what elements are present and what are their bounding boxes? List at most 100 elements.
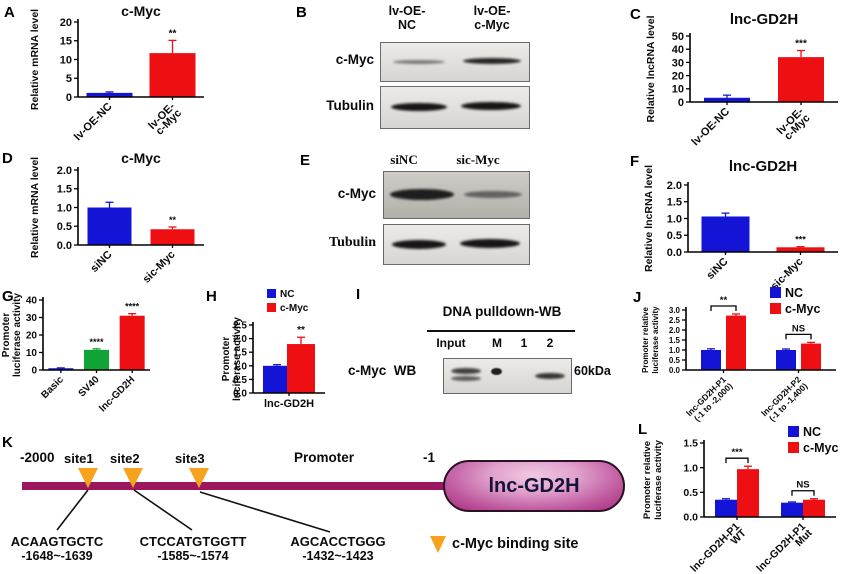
significance-label: ** xyxy=(297,325,305,336)
x-tick-label: siNC xyxy=(704,256,730,282)
site2-sequence: CTCCATGTGGTT xyxy=(139,534,247,549)
significance-label: **** xyxy=(125,302,140,312)
y-tick-label: 2.0 xyxy=(57,165,72,177)
y-tick-label: 30 xyxy=(672,57,684,69)
bar xyxy=(776,247,825,252)
lane-label-1: 1 xyxy=(520,336,528,350)
legend-label: NC xyxy=(785,286,803,300)
x-tick-label: lv-OE-NC xyxy=(72,101,115,144)
wb-band xyxy=(461,102,521,110)
y-tick-label: 20 xyxy=(26,331,38,342)
binding-site-marker xyxy=(123,468,143,488)
wb-lane-line: lv-OE- xyxy=(473,4,511,18)
y-tick-label: 0.0 xyxy=(667,247,682,259)
significance-label: NS xyxy=(792,323,805,334)
leader-lines xyxy=(56,489,331,533)
wb-lane-line: c-Myc xyxy=(474,17,510,32)
bar xyxy=(150,229,195,245)
x-tick-label: Basic xyxy=(39,374,66,401)
lane-label-input: Input xyxy=(436,336,466,350)
panel-c-chart: 0 10 20 30 40 50 lv-OE-NC lv-OE-c-Myc lnc-GD2H Re… xyxy=(640,0,844,148)
wb-lane-label: sic-Myc xyxy=(456,152,500,167)
y-tick-label: 1.5 xyxy=(233,348,247,359)
pulldown-title: DNA pulldown-WB xyxy=(442,304,562,319)
bar xyxy=(263,365,291,393)
bar xyxy=(803,499,825,517)
wb-blot-image xyxy=(443,358,572,394)
panel-f-chart: 0.0 0.5 1.0 1.5 2.0 siNC sic-Myc lnc-GD2H Relati… xyxy=(640,145,844,293)
y-tick-label: 2.5 xyxy=(669,316,681,325)
position-label-right: -1 xyxy=(423,450,436,465)
y-tick-label: 40 xyxy=(672,44,684,56)
binding-site-legend-icon xyxy=(430,536,446,553)
significance-label: *** xyxy=(795,235,806,245)
comparison-bracket xyxy=(785,333,812,340)
lane-label-2: 2 xyxy=(546,336,554,350)
y-tick-label: 0 xyxy=(31,366,37,377)
y-tick-label: 10 xyxy=(672,84,684,96)
wb-band xyxy=(391,103,447,111)
significance-label: NS xyxy=(796,480,809,491)
binding-site-marker xyxy=(189,468,209,488)
panel-label-h: H xyxy=(206,288,217,305)
bar xyxy=(701,350,721,370)
bar xyxy=(801,343,821,370)
panel-label-g: G xyxy=(2,288,14,305)
y-tick-label: 10 xyxy=(26,348,38,359)
panel-label-i: I xyxy=(356,286,361,303)
bar xyxy=(778,57,824,102)
wb-band xyxy=(392,240,446,249)
legend-label: c-Myc xyxy=(785,302,820,316)
bar xyxy=(701,216,750,252)
marker-dot xyxy=(491,368,502,375)
y-tick-label: 0 xyxy=(66,92,72,104)
y-axis-label: luciferase activity xyxy=(651,306,660,374)
panel-label-k: K xyxy=(2,434,13,451)
significance-label: **** xyxy=(89,337,104,347)
y-tick-label: 1.5 xyxy=(683,438,698,450)
legend-swatch xyxy=(770,287,781,298)
wb-band xyxy=(390,189,454,200)
y-tick-label: 0.0 xyxy=(683,512,698,524)
significance-label: ** xyxy=(720,295,728,306)
wb-blot-image xyxy=(380,86,530,129)
y-tick-label: 50 xyxy=(672,31,684,43)
binding-site-legend-label: c-Myc binding site xyxy=(452,536,579,552)
y-tick-label: 0.5 xyxy=(683,487,698,499)
bar xyxy=(715,499,737,517)
wb-row-label: c-Myc xyxy=(337,186,376,201)
y-axis-label: Relative lncRNA level xyxy=(645,15,657,122)
site1-label: site1 xyxy=(64,451,94,466)
panel-label-e: E xyxy=(300,152,311,169)
y-axis-label: Promoter relative xyxy=(641,307,650,373)
chart-D: 0.0 0.5 1.0 1.5 2.0 siNC sic-Myc c-Myc Relative … xyxy=(29,150,204,286)
x-tick-label: lv-OE-NC xyxy=(689,106,732,149)
wb-blot-image xyxy=(383,171,530,219)
chart-title: c-Myc xyxy=(121,150,161,166)
y-tick-label: 3.0 xyxy=(669,306,681,315)
binding-site-marker xyxy=(78,468,98,488)
wb-band xyxy=(464,191,522,198)
chart-title: lnc-GD2H xyxy=(730,11,798,28)
x-tick-label: lnc-GD2H-P1 xyxy=(688,521,742,574)
y-tick-label: 0.5 xyxy=(233,375,247,386)
chart-title: c-Myc xyxy=(121,3,161,19)
y-tick-label: 1.5 xyxy=(57,184,72,196)
legend-swatch xyxy=(267,303,276,312)
bar xyxy=(48,368,74,370)
wb-band xyxy=(460,239,520,248)
y-axis-label: Promoter relative xyxy=(642,441,653,519)
site3-range: -1432~-1423 xyxy=(302,549,374,563)
wb-lane-label: lv-OE- c-Myc xyxy=(452,4,532,32)
x-tick-label: SV40 xyxy=(77,374,102,399)
x-tick-label: sic-Myc xyxy=(141,249,178,286)
panel-a-chart: 0 5 10 15 20 lv-OE-NC lv-OE-c-Myc c-Myc Relative… xyxy=(26,0,218,145)
y-axis-label: Promoter xyxy=(1,313,12,358)
panel-label-f: F xyxy=(630,153,640,170)
y-tick-label: 2.0 xyxy=(669,326,681,335)
y-tick-label: 0.0 xyxy=(233,389,247,400)
significance-label: *** xyxy=(731,447,742,458)
